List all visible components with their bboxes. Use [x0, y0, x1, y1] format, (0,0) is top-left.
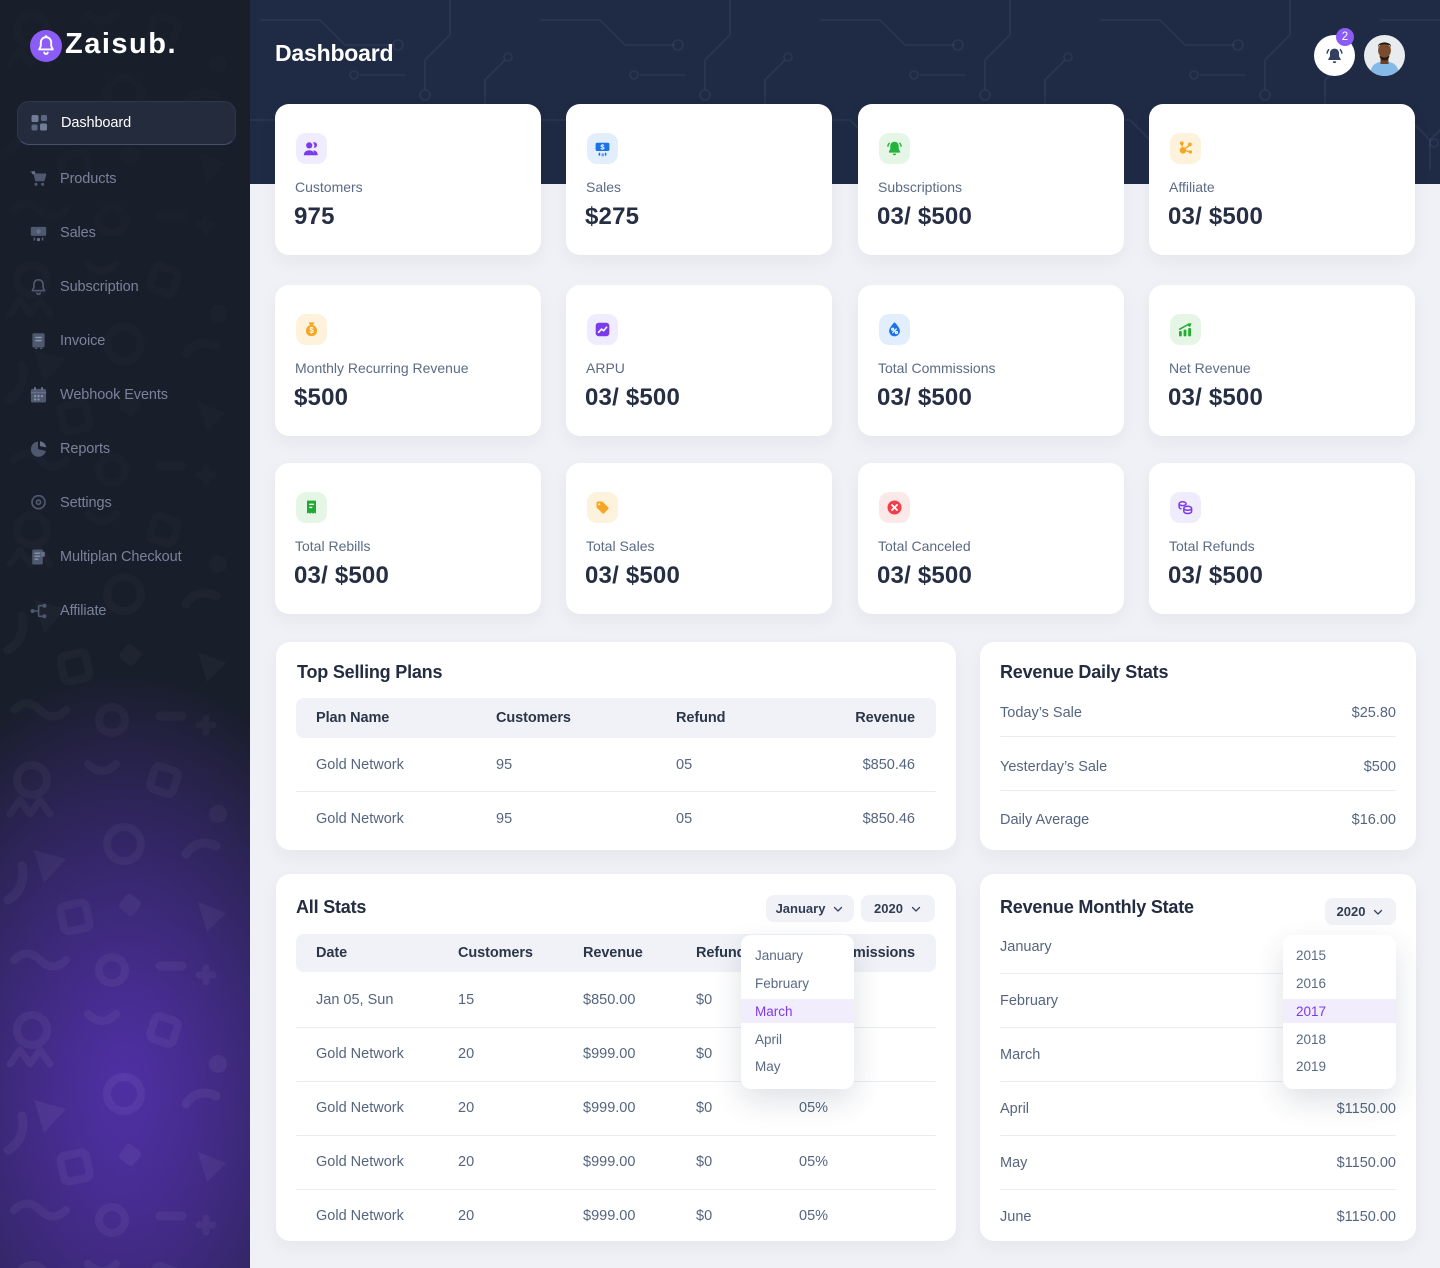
svg-text:$: $ — [600, 142, 605, 151]
svg-text:$: $ — [309, 326, 314, 335]
